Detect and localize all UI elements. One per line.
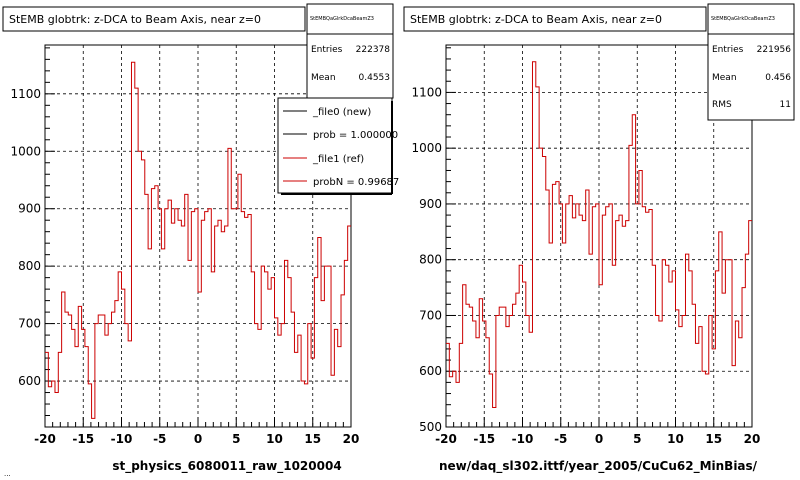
right-stats-rms-label: RMS <box>712 100 732 110</box>
x-tick-label: 15 <box>304 432 321 446</box>
left-panel: -20 -15 -10 -5 0 5 10 15 2060070080090010001100 … <box>2 3 399 478</box>
right-stats-entries-label: Entries <box>712 45 744 55</box>
y-tick-label: 1000 <box>10 144 41 158</box>
right-stats-mean-label: Mean <box>712 73 737 83</box>
x-tick-label: -10 <box>512 432 534 446</box>
legend-box <box>277 97 393 194</box>
x-tick-label: -5 <box>554 432 567 446</box>
x-tick-label: 20 <box>343 432 360 446</box>
y-tick-label: 800 <box>18 259 41 273</box>
x-tick-label: -20 <box>34 432 56 446</box>
x-tick-label: 15 <box>705 432 722 446</box>
right-title: StEMB globtrk: z-DCA to Beam Axis, near … <box>410 13 662 26</box>
y-tick-label: 900 <box>18 202 41 216</box>
left-stats-mean-label: Mean <box>311 73 336 83</box>
x-tick-label: 5 <box>232 432 240 446</box>
legend-entry-2: _file1 (ref) <box>312 154 364 165</box>
x-tick-label: -5 <box>153 432 166 446</box>
left-footer-text: ... <box>4 470 11 478</box>
left-stats-entries: 222378 <box>356 45 391 55</box>
right-stats-rms: 11 <box>780 100 791 110</box>
left-stats-name: StEMBQaGlrkDcaBeamZ3 <box>310 16 374 22</box>
left-ticks: -20 -15 -10 -5 0 5 10 15 20 600 700 800 900 1000 1100 <box>10 47 360 446</box>
right-x-label: new/daq_sl302.ittf/year_2005/CuCu62_MinB… <box>439 459 758 474</box>
x-tick-label: -15 <box>473 432 495 446</box>
x-tick-label: -10 <box>111 432 133 446</box>
x-tick-label: 10 <box>667 432 684 446</box>
legend-entry-3: probN = 0.99687 <box>313 177 399 188</box>
left-x-label: st_physics_6080011_raw_1020004 <box>112 459 341 474</box>
y-tick-label: 1100 <box>411 85 442 99</box>
left-stats-entries-label: Entries <box>311 45 343 55</box>
x-tick-label: 5 <box>633 432 641 446</box>
y-tick-label: 600 <box>18 374 41 388</box>
right-histogram-line <box>446 61 752 408</box>
left-stats-mean: 0.4553 <box>359 73 391 83</box>
y-tick-label: 700 <box>18 317 41 331</box>
y-tick-label: 1100 <box>10 87 41 101</box>
x-tick-label: 0 <box>595 432 603 446</box>
legend-entry-0: _file0 (new) <box>312 107 371 118</box>
y-tick-label: 900 <box>419 197 442 211</box>
right-stats-name: StEMBQaGlrkDcaBeamZ3 <box>711 16 775 22</box>
left-title-box <box>2 6 306 32</box>
x-tick-label: -15 <box>72 432 94 446</box>
right-ticks: -20 -15 -10 -5 0 5 10 15 20 500 600 700 800 900 1000 11… <box>411 47 761 446</box>
right-stats-mean: 0.456 <box>765 73 791 83</box>
right-stats-entries: 221956 <box>757 45 792 55</box>
y-tick-label: 1000 <box>411 141 442 155</box>
x-tick-label: -20 <box>435 432 457 446</box>
y-tick-label: 600 <box>419 364 442 378</box>
y-tick-label: 500 <box>419 420 442 434</box>
x-tick-label: 0 <box>194 432 202 446</box>
left-title: StEMB globtrk: z-DCA to Beam Axis, near … <box>9 13 261 26</box>
x-tick-label: 20 <box>744 432 761 446</box>
right-panel: -20 -15 -10 -5 0 5 10 15 20 500 600 700 800 900 1000 11… <box>403 3 795 474</box>
y-tick-label: 800 <box>419 253 442 267</box>
right-stats-box <box>707 3 795 121</box>
x-tick-label: 10 <box>266 432 283 446</box>
y-tick-label: 700 <box>419 308 442 322</box>
left-histogram-line <box>45 61 351 419</box>
legend-entry-1: prob = 1.000000 <box>313 130 398 141</box>
right-title-box <box>403 6 707 32</box>
